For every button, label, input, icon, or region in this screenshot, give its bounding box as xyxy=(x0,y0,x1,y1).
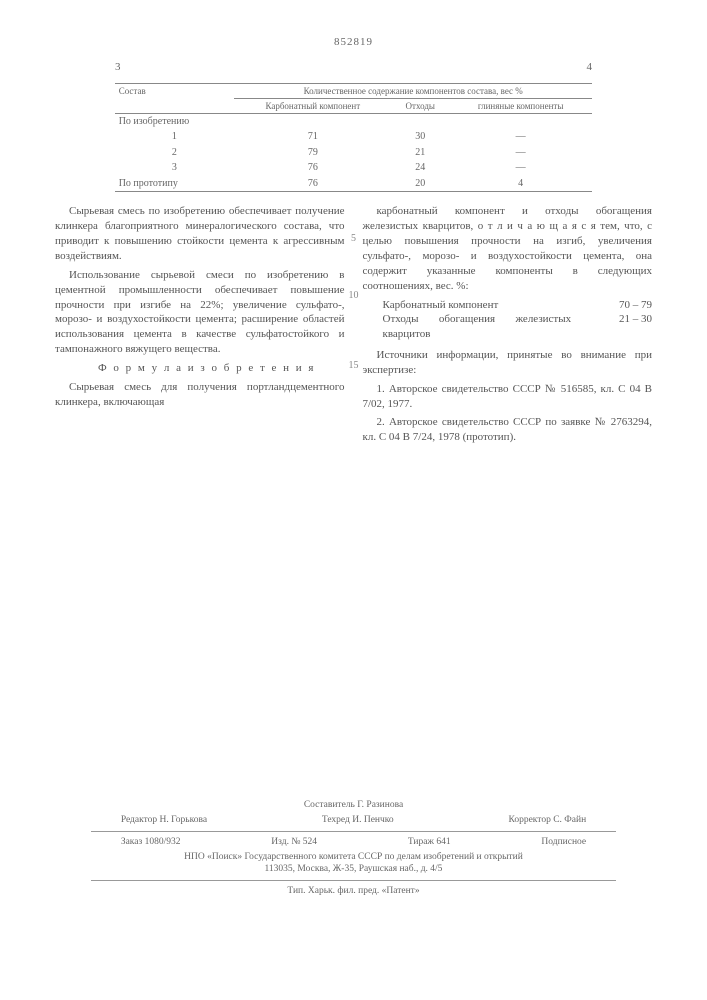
paragraph: Использование сырьевой смеси по изобрете… xyxy=(55,268,345,357)
patent-number: 852819 xyxy=(55,35,652,50)
source-item: 2. Авторское свидетельство СССР по заявк… xyxy=(363,415,653,445)
page-left: 3 xyxy=(115,60,121,75)
table-header: Количественное содержание компонентов со… xyxy=(234,83,592,98)
editor: Редактор Н. Горькова xyxy=(121,814,207,827)
paragraph: карбонатный компонент и отходы обогащени… xyxy=(363,204,653,293)
col-waste: Отходы xyxy=(392,98,449,113)
left-column: Сырьевая смесь по изобретению обеспечива… xyxy=(55,204,345,449)
ratio-value: 21 – 30 xyxy=(619,312,652,342)
sources-heading: Источники информации, принятые во вниман… xyxy=(363,348,653,378)
table-row: 27921— xyxy=(115,145,593,161)
line-number: 5 xyxy=(351,232,356,246)
col-carbonate: Карбонатный компонент xyxy=(234,98,391,113)
edition: Изд. № 524 xyxy=(271,836,317,849)
composition-table: Состав Количественное содержание компоне… xyxy=(115,83,593,193)
organization: НПО «Поиск» Государственного комитета СС… xyxy=(91,851,616,864)
ratio-row: Карбонатный компонент 70 – 79 xyxy=(383,298,653,313)
table-row: 37624— xyxy=(115,160,593,176)
order: Заказ 1080/932 xyxy=(121,836,181,849)
corrector: Корректор С. Файн xyxy=(508,814,586,827)
techred: Техред И. Пенчко xyxy=(322,814,394,827)
compiler: Составитель Г. Разинова xyxy=(91,799,616,812)
subscription: Подписное xyxy=(541,836,586,849)
paragraph: Сырьевая смесь по изобретению обеспечива… xyxy=(55,204,345,263)
footer: Составитель Г. Разинова Редактор Н. Горь… xyxy=(91,799,616,898)
formula-heading: Ф о р м у л а и з о б р е т е н и я xyxy=(55,361,345,376)
tiraj: Тираж 641 xyxy=(408,836,451,849)
line-number: 15 xyxy=(349,359,359,373)
table-row: По прототипу76204 xyxy=(115,176,593,192)
page-right: 4 xyxy=(587,60,593,75)
col-sostav: Состав xyxy=(115,83,234,113)
address: 113035, Москва, Ж-35, Раушская наб., д. … xyxy=(91,863,616,876)
section-invention: По изобретению xyxy=(115,113,234,129)
ratio-label: Отходы обогащения железистых кварцитов xyxy=(383,312,572,342)
table-row: 17130— xyxy=(115,129,593,145)
ratio-row: Отходы обогащения железистых кварцитов 2… xyxy=(383,312,653,342)
right-column: карбонатный компонент и отходы обогащени… xyxy=(363,204,653,449)
col-clay: глиняные компоненты xyxy=(449,98,592,113)
printer: Тип. Харьк. фил. пред. «Патент» xyxy=(91,885,616,898)
source-item: 1. Авторское свидетельство СССР № 516585… xyxy=(363,382,653,412)
page-numbers: 3 4 xyxy=(55,60,652,75)
line-number: 10 xyxy=(349,289,359,303)
ratio-value: 70 – 79 xyxy=(619,298,652,313)
paragraph: Сырьевая смесь для получения портландцем… xyxy=(55,380,345,410)
ratio-label: Карбонатный компонент xyxy=(383,298,499,313)
